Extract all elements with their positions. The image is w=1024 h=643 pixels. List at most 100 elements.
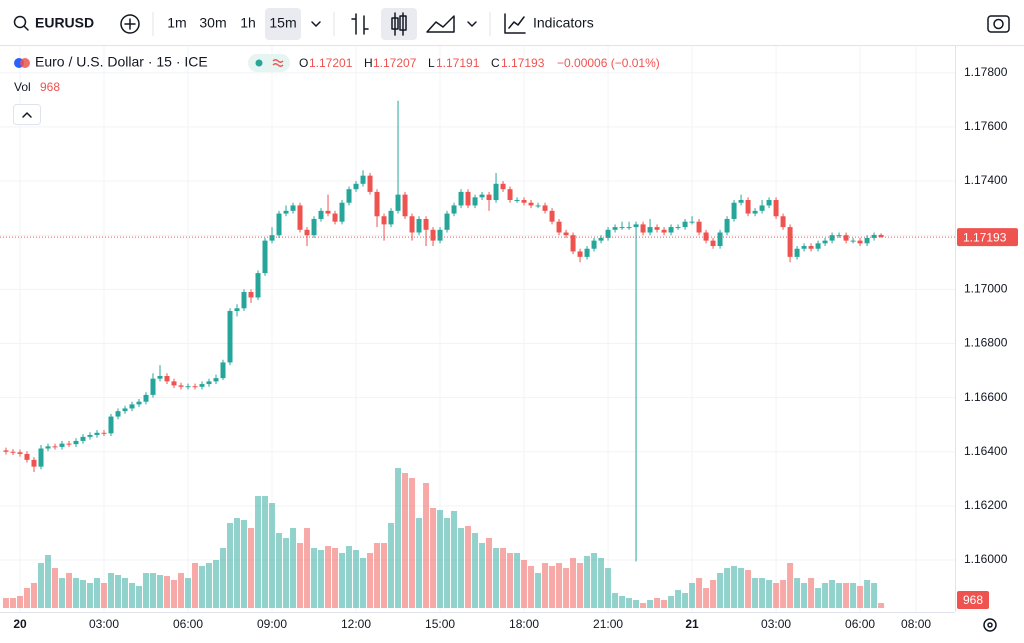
volume-bar — [682, 593, 689, 608]
last-price-badge — [957, 228, 1018, 247]
camera-lens — [993, 18, 1004, 30]
candle-body — [451, 205, 457, 214]
candle-body — [591, 240, 597, 249]
volume-bar — [423, 483, 430, 608]
axes: 1.16000 1.16200 1.16400 1.16600 1.16800 1.170… — [13, 65, 1018, 631]
settings-icon — [983, 618, 997, 632]
candle-body — [332, 213, 338, 222]
candle-body — [745, 200, 751, 214]
candle-body — [255, 273, 261, 298]
screenshot-button[interactable] — [987, 15, 1010, 33]
volume-bar — [164, 575, 171, 608]
delay-icon — [272, 59, 284, 67]
interval-button-active[interactable]: 15m — [269, 15, 296, 31]
volume-bar — [339, 553, 346, 608]
candle-body — [171, 381, 177, 386]
volume-bar — [787, 563, 794, 608]
candle-body — [311, 218, 317, 236]
candles-style-icon[interactable] — [391, 12, 407, 36]
candle-body — [192, 386, 198, 388]
candle-body — [528, 202, 534, 206]
candle-body — [283, 210, 289, 214]
volume-bar — [23, 588, 30, 608]
candle-body — [486, 194, 492, 201]
market-open-dot — [255, 59, 263, 67]
candle-body — [31, 459, 37, 467]
volume-bar — [577, 563, 584, 608]
volume-bar — [612, 593, 619, 608]
x-tick-label: 15:00 — [425, 617, 455, 631]
market-status-pill[interactable] — [248, 54, 290, 72]
candle-body — [136, 401, 142, 405]
candle-body — [339, 202, 345, 222]
ohlc-label: H — [364, 56, 373, 70]
volume-bar — [44, 555, 51, 608]
volume-bar — [353, 550, 360, 608]
volume-bar — [318, 550, 325, 608]
candle-body — [199, 384, 205, 387]
candle-body — [164, 375, 170, 382]
candle-body — [108, 416, 114, 434]
volume-bar — [178, 573, 185, 608]
volume-bar — [171, 580, 178, 608]
search-icon-handle — [23, 25, 29, 31]
candle-body — [395, 194, 401, 211]
goto-settings[interactable] — [983, 618, 997, 632]
candle-body — [542, 205, 548, 211]
candle-body — [409, 216, 415, 233]
candle-body — [626, 227, 632, 229]
candle-body — [710, 240, 716, 247]
bars-style-icon[interactable] — [351, 13, 369, 35]
candle-body — [241, 292, 247, 309]
candle-body — [178, 385, 184, 387]
volume-bar — [248, 528, 255, 608]
collapse-legend-button[interactable] — [13, 104, 41, 125]
candle-body — [276, 213, 282, 236]
candle-body — [815, 243, 821, 249]
candle-body — [262, 240, 268, 274]
volume-value: 968 — [40, 80, 60, 94]
compare-button[interactable] — [120, 14, 140, 34]
candle-body — [206, 381, 212, 385]
candle-body — [514, 200, 520, 202]
volume-bar — [528, 565, 535, 608]
symbol: EURUSD — [35, 15, 94, 31]
x-tick-label: 08:00 — [901, 617, 931, 631]
candle-body — [290, 205, 296, 211]
search-icon — [13, 15, 27, 29]
volume-bar — [668, 595, 675, 608]
candle-body — [766, 200, 772, 206]
interval-button[interactable]: 1h — [240, 15, 256, 31]
ohlc-label: L — [428, 56, 435, 70]
candle-body — [521, 200, 527, 203]
candle-body — [878, 234, 884, 238]
volume-bar — [493, 548, 500, 608]
symbol-search[interactable]: EURUSD — [13, 15, 95, 31]
volume-bar — [150, 573, 157, 608]
volume-bar — [416, 518, 423, 608]
interval-button[interactable]: 30m — [199, 15, 226, 31]
volume-bar — [549, 565, 556, 608]
volume-bar — [227, 523, 234, 608]
settings-icon-center — [987, 622, 993, 628]
volume-bar — [94, 578, 101, 608]
volume-bar — [486, 538, 493, 608]
candle-body — [66, 443, 72, 445]
volume-bar — [626, 598, 633, 608]
area-style-icon[interactable] — [426, 15, 455, 33]
plus-icon — [124, 18, 136, 30]
style-dropdown[interactable] — [467, 21, 477, 27]
volume-bar — [570, 558, 577, 608]
candle-body — [297, 205, 303, 230]
indicators-button[interactable]: Indicators — [504, 13, 594, 34]
plot-area — [0, 100, 955, 608]
interval-button[interactable]: 1m — [167, 15, 186, 31]
y-tick-label: 1.16600 — [964, 390, 1008, 404]
y-tick-label: 1.16200 — [964, 498, 1008, 512]
x-tick-label: 03:00 — [89, 617, 119, 631]
volume-bar — [535, 573, 542, 608]
volume-bar — [689, 583, 696, 608]
volume-bar — [598, 558, 605, 608]
volume-bar — [696, 578, 703, 608]
interval-dropdown[interactable] — [311, 21, 321, 27]
